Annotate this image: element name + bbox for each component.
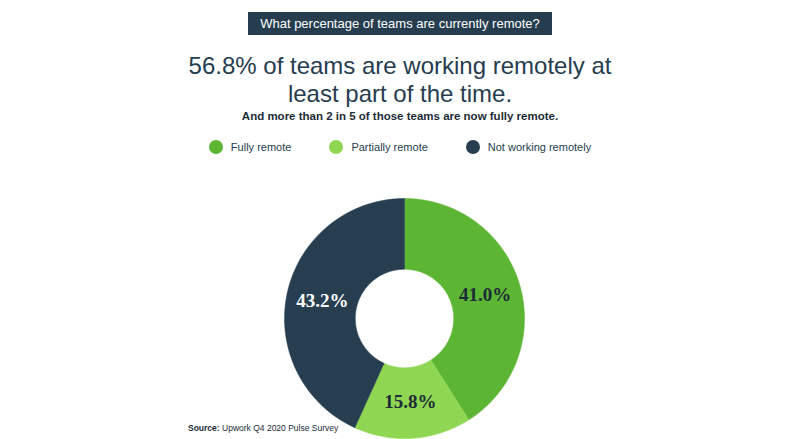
html-text:56.8% of teams are working rem: 56.8% of teams are working remotely at l…	[188, 52, 612, 107]
html-text:Not working remotely: Not working remotely	[487, 141, 592, 153]
svg-text:15.8%: 15.8%	[384, 391, 436, 412]
svg-text:43.2%: 43.2%	[296, 290, 348, 311]
svg-text:41.0%: 41.0%	[459, 284, 511, 305]
html-text:And more than 2 in 5 of those: And more than 2 in 5 of those teams are …	[241, 110, 559, 122]
html-text:Fully remote: Fully remote	[230, 141, 292, 153]
html-text:Source: Upwork Q4 2020 Pulse S: Source: Upwork Q4 2020 Pulse Survey	[188, 423, 339, 433]
html-text:Partially remote: Partially remote	[351, 141, 428, 153]
html-text:What percentage of teams are c: What percentage of teams are currently r…	[260, 16, 540, 31]
